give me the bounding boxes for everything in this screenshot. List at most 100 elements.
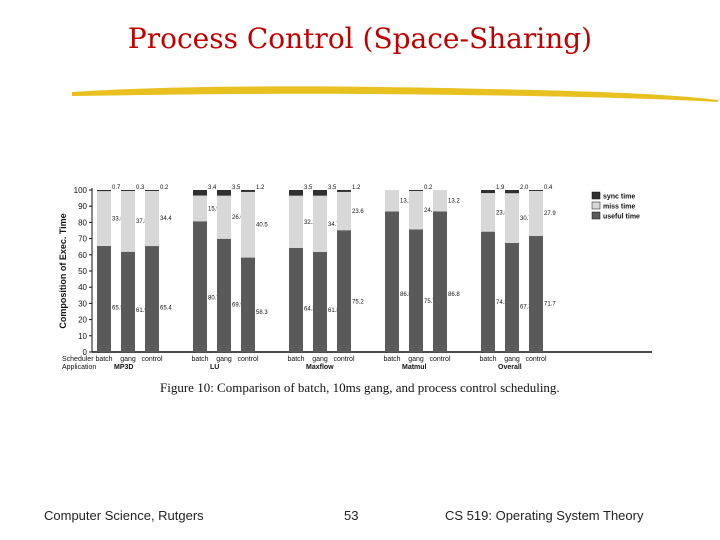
bar-sync-time (313, 190, 327, 196)
y-tick-label: 40 (78, 283, 87, 292)
scheduler-label: gang (216, 356, 232, 363)
y-tick-label: 80 (78, 218, 87, 227)
miss-time-label: 26.6 (232, 215, 244, 221)
sync-time-label: 0.3 (136, 185, 145, 191)
bar-miss-time (409, 190, 423, 230)
sync-time-label: 0.7 (112, 185, 121, 191)
useful-time-label: 71.7 (544, 302, 556, 308)
scheduler-label: batch (191, 356, 208, 363)
legend-label: miss time (603, 204, 635, 211)
bar-useful-time (121, 251, 135, 352)
useful-time-label: 69.9 (232, 303, 244, 309)
bar-miss-time (217, 195, 231, 239)
y-tick-label: 0 (83, 348, 88, 357)
legend-label: useful time (603, 214, 640, 221)
legend-swatch (591, 191, 601, 200)
useful-time-label: 75.7 (424, 299, 436, 305)
sync-time-label: 3.5 (328, 185, 337, 191)
bar-miss-time (241, 191, 255, 258)
bar-useful-time (241, 257, 255, 352)
footer-course-title: CS 519: Operating System Theory (445, 508, 644, 523)
legend-swatch (591, 211, 601, 220)
bar-useful-time (193, 221, 207, 352)
y-tick-label: 90 (78, 202, 87, 211)
useful-time-label: 61.9 (136, 308, 148, 314)
useful-time-label: 80.7 (208, 296, 220, 302)
miss-time-label: 34.4 (160, 216, 172, 222)
miss-time-label: 23.6 (352, 209, 364, 215)
stacked-bar-chart: 0 10 20 30 40 50 60 70 80 90 100 Composition of Exe… (58, 185, 652, 371)
miss-time-label: 32.2 (304, 220, 316, 226)
bar-miss-time (337, 191, 351, 231)
scheduler-label: batch (479, 356, 496, 363)
bar-sync-time (193, 190, 207, 196)
miss-time-label: 15.9 (208, 206, 220, 212)
useful-time-label: 65.4 (160, 306, 172, 312)
legend-label: sync time (603, 194, 635, 201)
application-label: Maxflow (306, 364, 334, 371)
useful-time-label: 64.3 (304, 306, 316, 312)
sync-time-label: 3.4 (208, 185, 217, 191)
useful-time-label: 67.3 (520, 304, 532, 310)
scheduler-label: control (333, 356, 354, 363)
y-tick-label: 100 (74, 186, 88, 195)
y-tick-label: 50 (78, 267, 87, 276)
bar-useful-time (289, 247, 303, 352)
bar-useful-time (217, 238, 231, 352)
bar-miss-time (529, 190, 543, 236)
scheduler-label: batch (95, 356, 112, 363)
application-label: MP3D (114, 364, 133, 371)
bar-useful-time (337, 230, 351, 352)
bar-useful-time (409, 229, 423, 352)
scheduler-label: control (237, 356, 258, 363)
scheduler-label: gang (408, 356, 424, 363)
miss-time-label: 24.1 (424, 208, 436, 214)
bar-miss-time (145, 190, 159, 247)
bar-sync-time (241, 190, 255, 192)
y-tick-label: 10 (78, 332, 87, 341)
sync-time-label: 0.2 (424, 185, 433, 191)
miss-time-label: 27.9 (544, 211, 556, 217)
sync-time-label: 3.5 (232, 185, 241, 191)
y-tick-label: 60 (78, 251, 87, 260)
y-tick-label: 20 (78, 316, 87, 325)
application-label: Matmul (402, 364, 427, 371)
scheduler-label: batch (383, 356, 400, 363)
useful-time-label: 74.3 (496, 300, 508, 306)
title-underline (72, 86, 718, 102)
miss-time-label: 40.5 (256, 223, 268, 229)
application-label: LU (210, 364, 219, 371)
bar-miss-time (313, 195, 327, 252)
bar-useful-time (97, 245, 111, 352)
bar-sync-time (217, 190, 231, 196)
bar-miss-time (121, 190, 135, 252)
bar-miss-time (289, 195, 303, 248)
scheduler-label: control (429, 356, 450, 363)
bar-useful-time (313, 251, 327, 352)
bar-miss-time (385, 190, 399, 212)
page-number: 53 (344, 508, 359, 523)
sync-time-label: 1.9 (496, 185, 505, 191)
useful-time-label: 86.8 (448, 292, 460, 298)
bar-sync-time (97, 190, 111, 192)
bar-miss-time (481, 193, 495, 232)
bar-sync-time (145, 190, 159, 191)
scheduler-label: control (141, 356, 162, 363)
miss-time-label: 37.8 (136, 219, 148, 225)
useful-time-label: 65.5 (112, 306, 124, 312)
miss-time-label: 30.7 (520, 216, 532, 222)
sync-time-label: 1.2 (352, 185, 361, 191)
miss-time-label: 23.8 (496, 210, 508, 216)
bar-sync-time (529, 190, 543, 191)
bar-useful-time (433, 211, 447, 352)
y-tick-label: 70 (78, 235, 87, 244)
useful-time-label: 61.8 (328, 308, 340, 314)
miss-time-label: 34.7 (328, 222, 340, 228)
bar-sync-time (337, 190, 351, 192)
application-label: Overall (498, 364, 522, 371)
scheduler-label: control (525, 356, 546, 363)
y-axis-label: Composition of Exec. Time (58, 213, 68, 328)
useful-time-label: 75.2 (352, 299, 364, 305)
miss-time-label: 13.2 (448, 199, 460, 205)
bar-miss-time (193, 195, 207, 222)
